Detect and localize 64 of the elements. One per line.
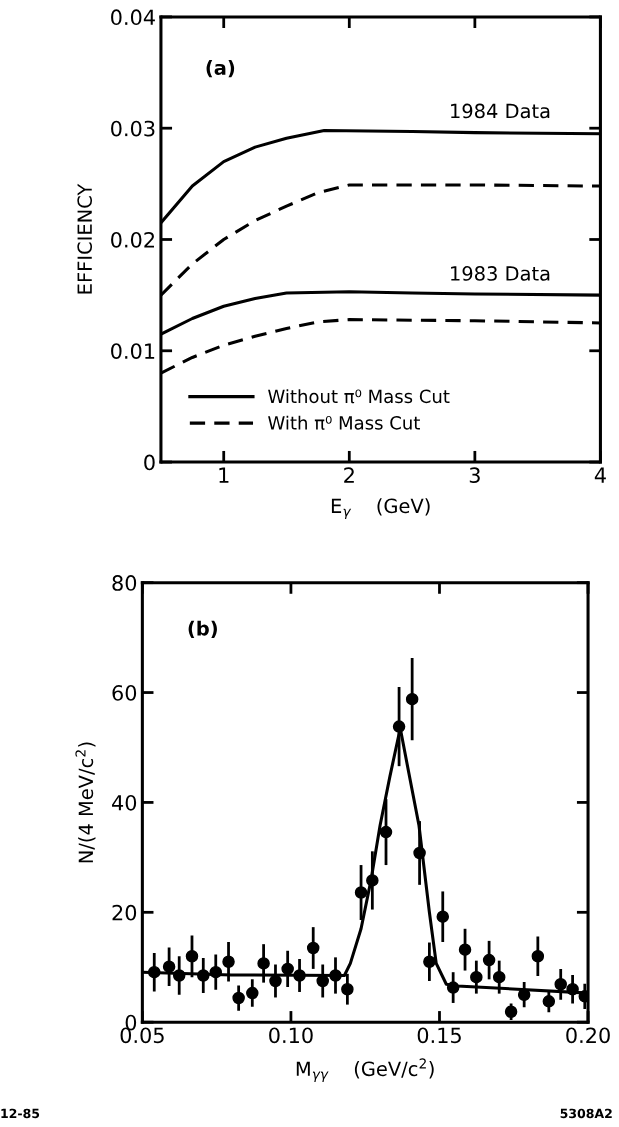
annotation: 1983 Data xyxy=(451,266,550,281)
y-axis-title: EFFICIENCY xyxy=(77,183,93,294)
y-tick-label: 0.01 xyxy=(111,343,155,359)
text: 12-85 xyxy=(1,1108,40,1119)
y-tick-label: 0.02 xyxy=(111,231,154,248)
x-tick-label: 0.15 xyxy=(417,1027,461,1044)
point xyxy=(269,974,282,988)
y-tick-label: 60 xyxy=(112,684,137,701)
point xyxy=(458,943,472,956)
point xyxy=(341,982,354,996)
point xyxy=(316,974,329,988)
point xyxy=(329,969,342,982)
point xyxy=(209,965,223,979)
point xyxy=(392,720,406,733)
text: E$_{γ}$ (GeV) xyxy=(331,498,430,519)
point xyxy=(148,965,161,979)
point xyxy=(281,962,294,976)
text: M$_{γγ}$ (GeV/c$^{2}$) xyxy=(296,1058,434,1082)
point xyxy=(405,692,419,706)
point xyxy=(413,846,426,860)
x-tick-label: 0.20 xyxy=(566,1027,610,1044)
annotation: (a) xyxy=(206,60,235,78)
point xyxy=(197,969,210,982)
annotation: 1984 Data xyxy=(451,103,550,119)
point xyxy=(246,986,259,1000)
y-tick-label: 40 xyxy=(112,794,137,811)
legend-label: Without π⁰ Mass Cut xyxy=(268,389,450,404)
x-tick-label: 0.10 xyxy=(269,1027,313,1044)
point xyxy=(531,950,545,963)
annotation: (b) xyxy=(188,620,217,638)
point xyxy=(379,825,393,839)
point xyxy=(542,995,556,1008)
y-tick-label: 80 xyxy=(112,575,137,591)
text: 5308A2 xyxy=(560,1108,612,1119)
y-tick-label: 0.04 xyxy=(111,9,155,26)
point xyxy=(257,957,270,970)
point xyxy=(482,953,496,967)
point xyxy=(554,978,567,991)
y-tick-label: 20 xyxy=(112,904,137,921)
point xyxy=(446,981,460,994)
x-tick-label: 1 xyxy=(219,467,229,483)
point xyxy=(306,941,320,955)
x-tick-label: 4 xyxy=(594,467,606,483)
point xyxy=(470,970,483,984)
point xyxy=(517,988,531,1001)
point xyxy=(232,991,245,1005)
point xyxy=(354,886,368,899)
point xyxy=(185,950,199,963)
point xyxy=(162,960,176,973)
point xyxy=(504,1005,518,1019)
point xyxy=(566,982,579,996)
y-tick-label: 0.03 xyxy=(111,120,155,137)
point xyxy=(172,969,186,982)
y-axis-title: N/(4 MeV/c$^{2}$) xyxy=(75,742,96,863)
point xyxy=(423,955,436,969)
legend-label: With π⁰ Mass Cut xyxy=(268,415,420,430)
x-tick-label: 2 xyxy=(344,467,354,483)
y-tick-label: 0 xyxy=(144,454,155,471)
point xyxy=(436,910,450,923)
x-tick-label: 3 xyxy=(469,467,480,484)
point xyxy=(366,874,379,887)
point xyxy=(293,969,306,982)
point xyxy=(492,970,506,984)
point xyxy=(222,955,235,969)
